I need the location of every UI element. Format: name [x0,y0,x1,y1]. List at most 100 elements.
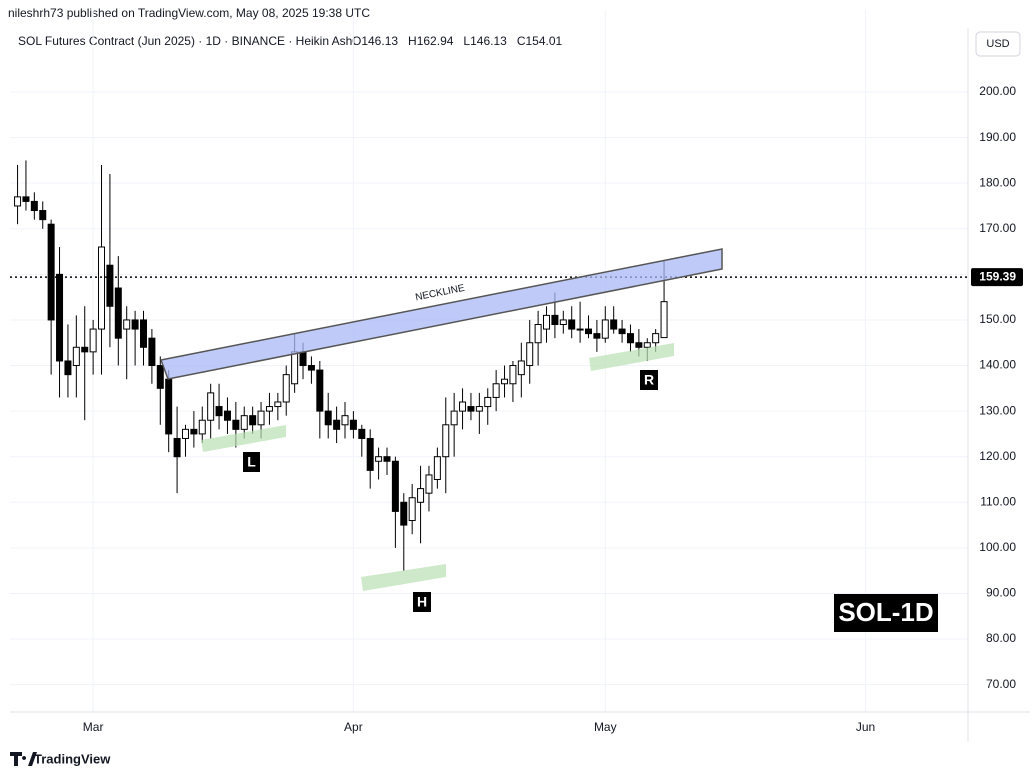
y-tick-label: 180.00 [979,175,1016,189]
y-tick-label: 130.00 [979,403,1016,417]
candle-body [626,333,634,344]
axes: 70.00 80.00 90.00 100.00 110.00 120.00 130.00 1… [10,28,1030,742]
grid [10,10,968,712]
candle-body [22,196,30,202]
candle-body [215,406,223,417]
candle-body [652,333,660,344]
candle-body [89,328,97,353]
candle-body [223,410,231,421]
candle-body [601,319,609,339]
candle-body [114,287,122,339]
last-price-box [971,268,1023,287]
ohlc-value: C154.01 [517,34,563,48]
candle-body [98,246,106,330]
candle-body [316,369,324,412]
candle-body [173,437,181,458]
candle-body [501,378,509,385]
y-tick-label: 140.00 [979,358,1016,372]
tag: SOL-1D [838,597,933,627]
pattern-label: R [644,372,654,388]
candle-body [643,342,651,348]
header: nileshrh73 published on TradingView.com,… [8,6,370,20]
candle-body [324,410,332,426]
candle-body [123,319,131,330]
head-zone [361,564,446,591]
candle-body [475,406,483,412]
candle-body [72,346,80,367]
candle-body [47,223,55,321]
candle-body [181,428,189,439]
candle-body [156,365,164,389]
candle-body [333,419,341,430]
candle-body [358,428,366,439]
pattern-label: H [417,594,427,610]
candle-body [425,474,433,494]
x-tick-label: Mar [83,720,104,734]
candle-body [131,319,139,330]
candle-body [551,314,559,326]
candle-body [593,333,601,339]
shoulder-zone [589,343,674,371]
y-tick-label: 70.00 [986,677,1016,691]
candle-body [543,314,551,330]
candle-body [442,424,450,458]
candle-body [148,337,156,367]
candle-body [232,419,240,430]
candle-body [576,328,584,331]
candle-body [274,401,282,408]
ohlc-legend: O146.13 H162.94 L146.13 C154.01 [352,34,563,48]
candle-body [341,415,349,426]
candle-body [30,200,38,212]
candle-body [282,374,290,403]
label-box [243,452,260,472]
candle-body [559,319,567,325]
candle-body [190,428,198,435]
candle-body [299,351,307,367]
candle-body [349,419,357,430]
x-tick-label: Apr [344,720,363,734]
y-tick-label: 110.00 [980,494,1016,508]
currency-box[interactable] [975,31,1021,57]
candle-body [459,401,467,412]
candle-body [467,406,475,412]
pattern-label: L [247,454,256,470]
footer: TradingView [34,751,111,766]
candle-body [526,342,534,367]
candle-body [400,501,408,526]
shoulder-zone [201,425,286,452]
candle-body [375,456,383,462]
candle-body [56,273,64,362]
ohlc-value: H162.94 [408,34,454,48]
candle-body [509,365,517,385]
candle-body [366,437,374,471]
tag-box [834,594,938,632]
candles [10,160,968,571]
candle-body [240,415,248,430]
candle-body [383,456,391,462]
candle-body [249,415,257,426]
y-tick-label: 200.00 [979,84,1016,98]
candle-body [139,319,147,348]
candle-body [484,396,492,408]
y-tick-label: 120.00 [979,449,1016,463]
y-tick-label: 170.00 [979,221,1016,235]
y-tick-label: 90.00 [986,586,1016,600]
x-tick-label: Jun [856,720,875,734]
candle-body [14,196,22,207]
candle-body [198,419,206,435]
currency[interactable]: USD [986,38,1009,50]
candle-body [291,351,299,385]
candle-body [433,456,441,480]
candle-body [450,410,458,426]
chart-title: SOL Futures Contract (Jun 2025) · 1D · B… [18,34,355,48]
candle-body [64,360,72,376]
ohlc-value: L146.13 [463,34,507,48]
candle-body [265,406,273,412]
candle-body [408,497,416,522]
logo [10,752,37,766]
label-box [413,592,431,612]
candle-body [417,488,425,503]
candle-body [610,319,618,330]
candle-body [635,342,643,348]
